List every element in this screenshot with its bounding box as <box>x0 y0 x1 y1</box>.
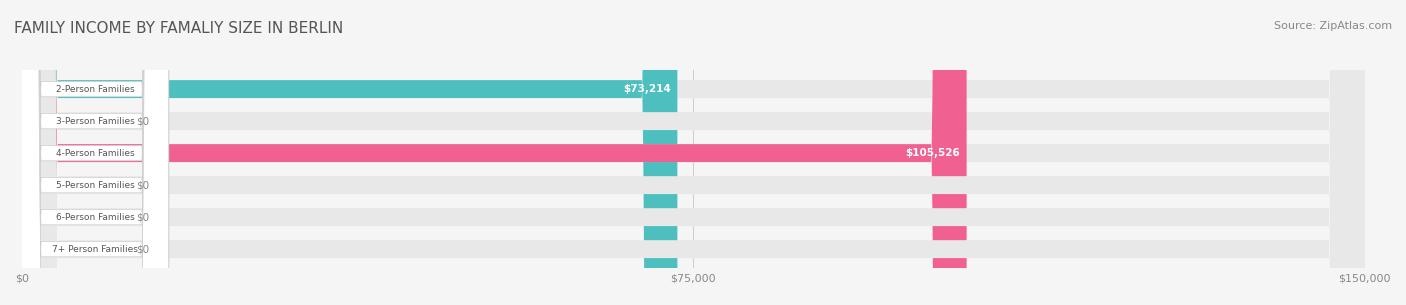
Text: $0: $0 <box>136 212 149 222</box>
Text: $0: $0 <box>136 116 149 126</box>
FancyBboxPatch shape <box>22 0 1365 305</box>
Text: Source: ZipAtlas.com: Source: ZipAtlas.com <box>1274 21 1392 31</box>
Text: $0: $0 <box>136 244 149 254</box>
FancyBboxPatch shape <box>22 0 1365 305</box>
Text: $0: $0 <box>136 180 149 190</box>
Text: FAMILY INCOME BY FAMALIY SIZE IN BERLIN: FAMILY INCOME BY FAMALIY SIZE IN BERLIN <box>14 21 343 36</box>
FancyBboxPatch shape <box>22 0 967 305</box>
FancyBboxPatch shape <box>22 0 678 305</box>
Text: 7+ Person Families: 7+ Person Families <box>52 245 138 254</box>
FancyBboxPatch shape <box>22 0 1365 305</box>
FancyBboxPatch shape <box>14 0 169 305</box>
Text: $73,214: $73,214 <box>623 84 671 94</box>
Text: 6-Person Families: 6-Person Families <box>56 213 135 222</box>
Text: 4-Person Families: 4-Person Families <box>56 149 135 158</box>
Text: 2-Person Families: 2-Person Families <box>56 84 135 94</box>
Text: 3-Person Families: 3-Person Families <box>56 117 135 126</box>
FancyBboxPatch shape <box>14 0 169 305</box>
FancyBboxPatch shape <box>22 0 1365 305</box>
FancyBboxPatch shape <box>14 0 169 305</box>
FancyBboxPatch shape <box>14 0 169 305</box>
FancyBboxPatch shape <box>22 0 1365 305</box>
Text: 5-Person Families: 5-Person Families <box>56 181 135 190</box>
Text: $105,526: $105,526 <box>905 148 960 158</box>
FancyBboxPatch shape <box>14 0 169 305</box>
FancyBboxPatch shape <box>14 0 169 305</box>
FancyBboxPatch shape <box>22 0 1365 305</box>
